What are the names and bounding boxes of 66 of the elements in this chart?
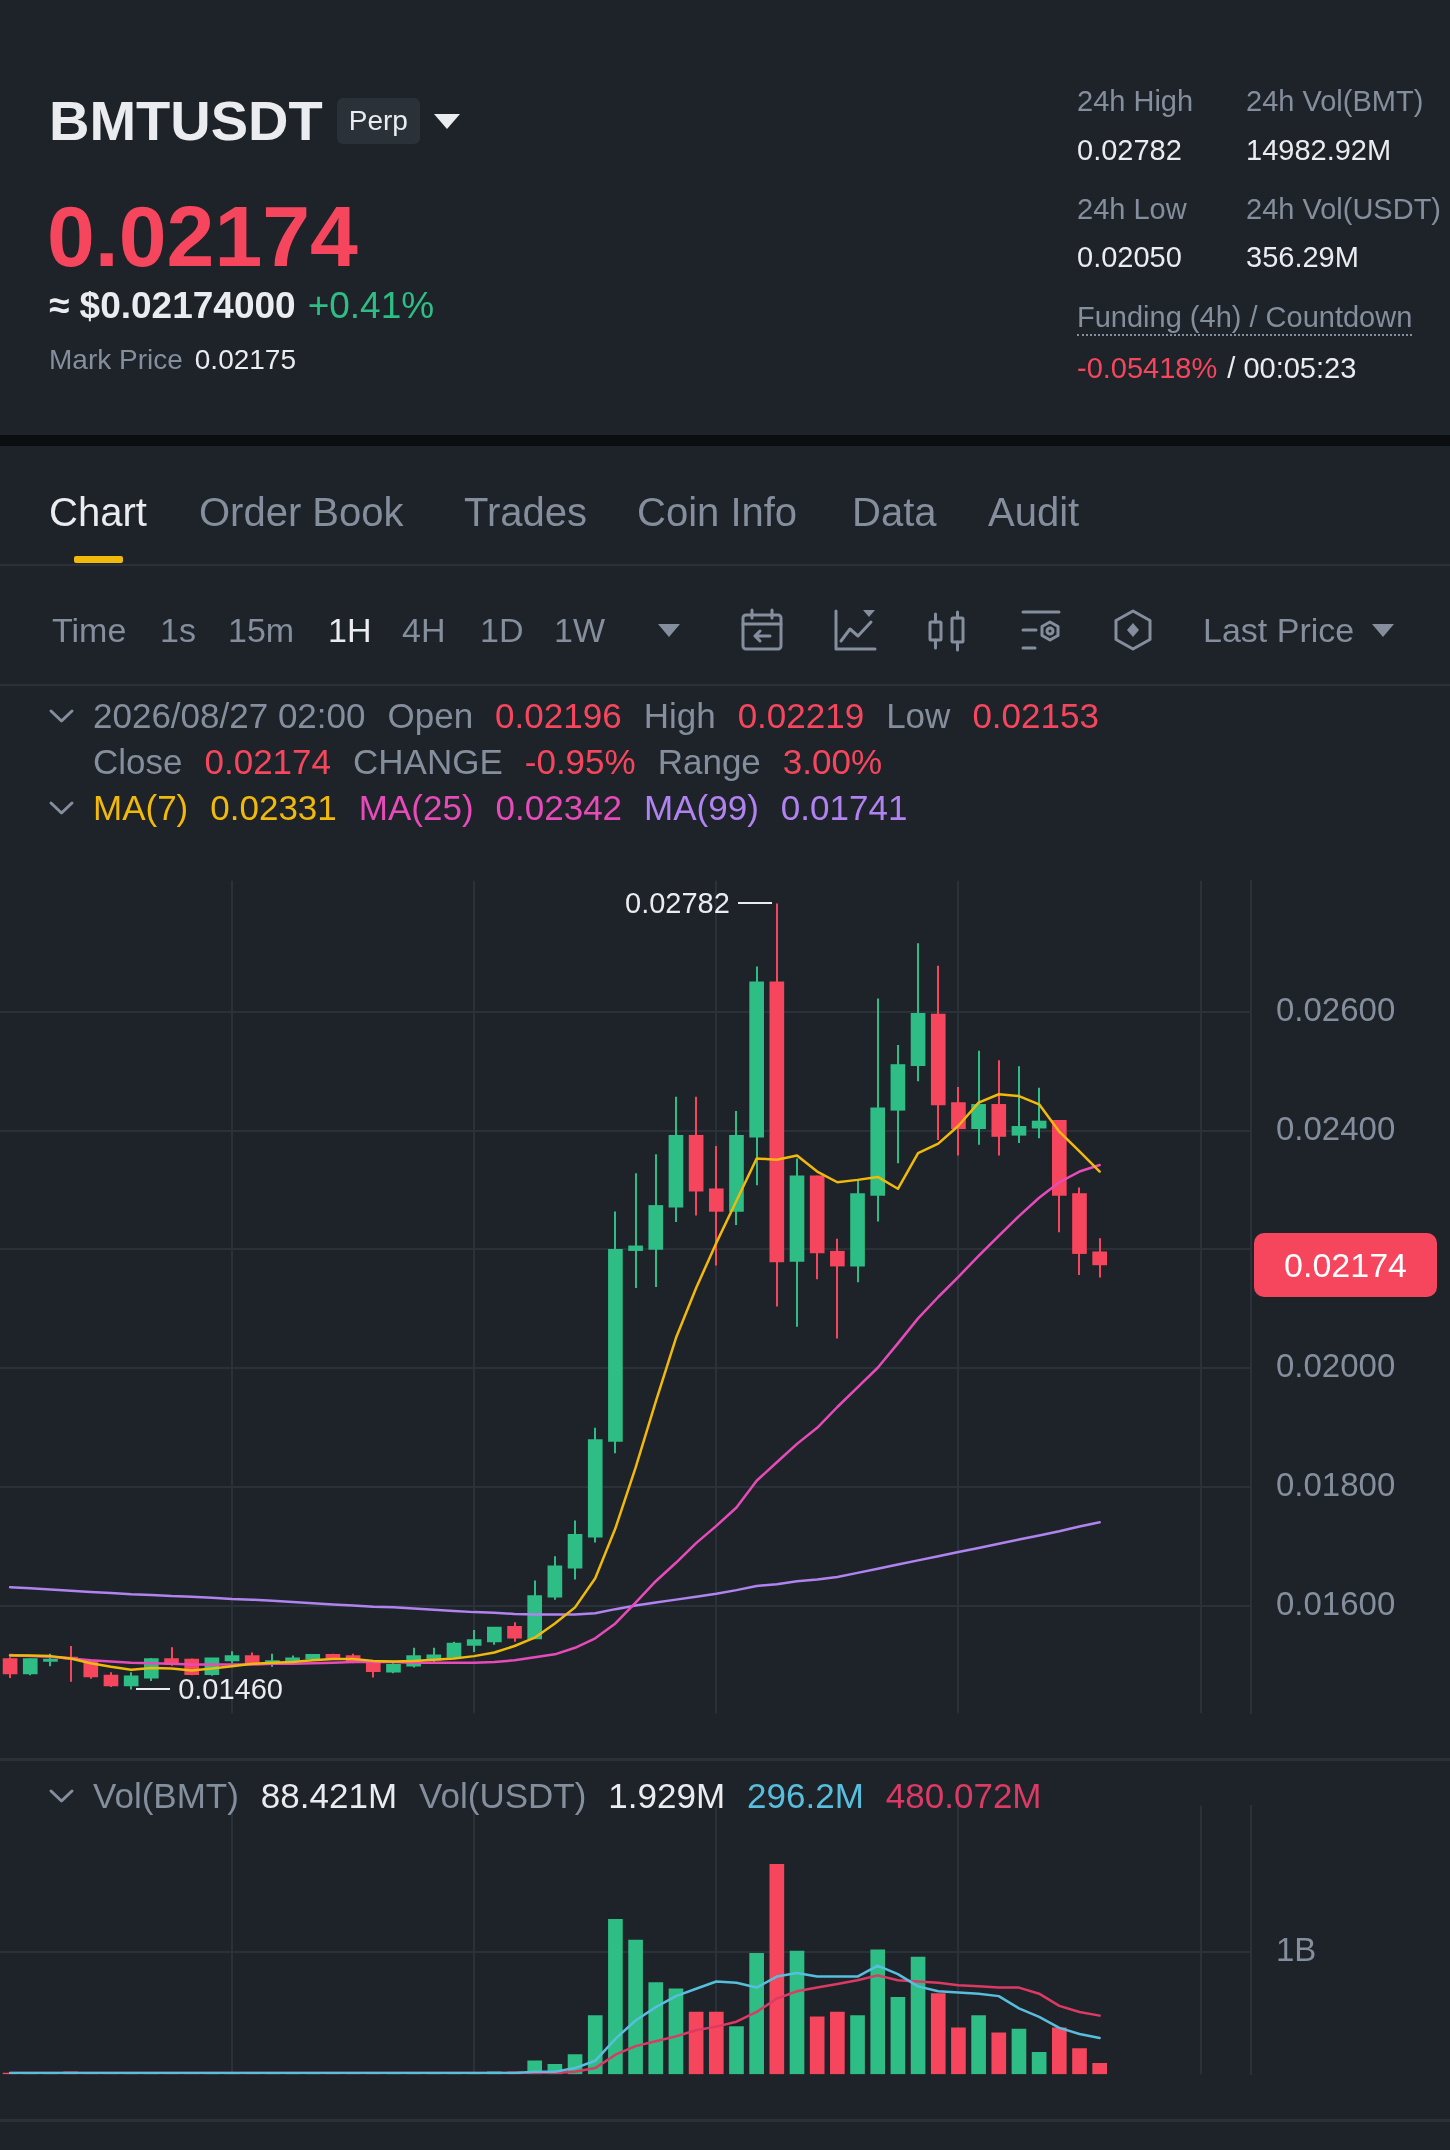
annotation: 480.072M bbox=[885, 1775, 1042, 1817]
text: 0.02331 bbox=[210, 787, 337, 829]
text: BMTUSDT bbox=[49, 88, 323, 154]
annotation: Vol(USDT) bbox=[419, 1775, 587, 1817]
text: 1D bbox=[480, 609, 524, 651]
text: 24h Low bbox=[1077, 192, 1187, 227]
text: 4H bbox=[402, 609, 446, 651]
text: 1W bbox=[554, 609, 605, 651]
text: 0.02782 bbox=[1077, 133, 1182, 168]
text: Coin Info bbox=[637, 489, 798, 536]
text: 0.02153 bbox=[972, 695, 1099, 737]
text: Last Price bbox=[1203, 609, 1355, 651]
text: Chart bbox=[49, 489, 147, 536]
text: Funding (4h) / Countdown bbox=[1077, 300, 1413, 336]
text: +0.41% bbox=[307, 284, 435, 328]
y-tick-label: 0.02600 bbox=[1276, 990, 1396, 1028]
text: 0.02196 bbox=[495, 695, 622, 737]
text: 3.00% bbox=[782, 741, 883, 783]
text: Trades bbox=[464, 489, 588, 536]
text: 0.02050 bbox=[1077, 240, 1182, 275]
text: Mark Price bbox=[49, 342, 183, 377]
annotation: 296.2M bbox=[747, 1775, 864, 1817]
text: 24h Vol(USDT) bbox=[1246, 192, 1442, 227]
text: 356.29M bbox=[1246, 240, 1359, 275]
text: CHANGE bbox=[353, 741, 503, 783]
text: 1H bbox=[328, 609, 372, 651]
text: 0.02174 bbox=[1284, 1244, 1407, 1285]
text: ≈ $0.02174000 bbox=[49, 284, 296, 328]
text: Open bbox=[387, 695, 474, 737]
text: 15m bbox=[228, 609, 295, 651]
text: MA(25) bbox=[358, 787, 474, 829]
text: Close bbox=[93, 741, 183, 783]
text: Range bbox=[657, 741, 761, 783]
text: Low bbox=[886, 695, 951, 737]
annotation: 1.929M bbox=[608, 1775, 726, 1817]
text: 0.01741 bbox=[780, 787, 908, 829]
text: -0.95% bbox=[524, 741, 636, 783]
text: 1s bbox=[160, 609, 196, 651]
text: 24h High bbox=[1077, 84, 1194, 119]
y-tick-label: 0.02400 bbox=[1276, 1109, 1396, 1147]
text: 24h Vol(BMT) bbox=[1246, 84, 1424, 119]
y-tick-label: 0.01600 bbox=[1276, 1585, 1396, 1623]
text: 0.02174 bbox=[47, 188, 358, 284]
text: 0.02174 bbox=[204, 741, 332, 783]
annotation: 0.01460 bbox=[178, 1672, 283, 1708]
text: MA(99) bbox=[644, 787, 759, 829]
text: 0.02175 bbox=[194, 342, 297, 377]
text: Perp bbox=[348, 104, 408, 138]
text: MA(7) bbox=[93, 787, 189, 829]
text: -0.05418% bbox=[1077, 351, 1218, 386]
text: / 00:05:23 bbox=[1227, 351, 1357, 386]
y-tick-label: 0.01800 bbox=[1276, 1466, 1396, 1504]
y-tick-label: 1B bbox=[1276, 1931, 1317, 1969]
text: 0.02342 bbox=[495, 787, 623, 829]
text: 0.02219 bbox=[737, 695, 865, 737]
text: Order Book bbox=[199, 489, 404, 536]
text: Time bbox=[52, 609, 127, 651]
y-tick-label: 0.02000 bbox=[1276, 1347, 1396, 1385]
annotation: 88.421M bbox=[260, 1775, 398, 1817]
text: Audit bbox=[988, 489, 1080, 536]
annotation: 0.02782 bbox=[625, 886, 730, 922]
text: High bbox=[643, 695, 716, 737]
text: 14982.92M bbox=[1246, 133, 1392, 168]
annotation: Vol(BMT) bbox=[93, 1775, 239, 1817]
text: Data bbox=[852, 489, 937, 536]
text: 2026/08/27 02:00 bbox=[93, 695, 366, 737]
